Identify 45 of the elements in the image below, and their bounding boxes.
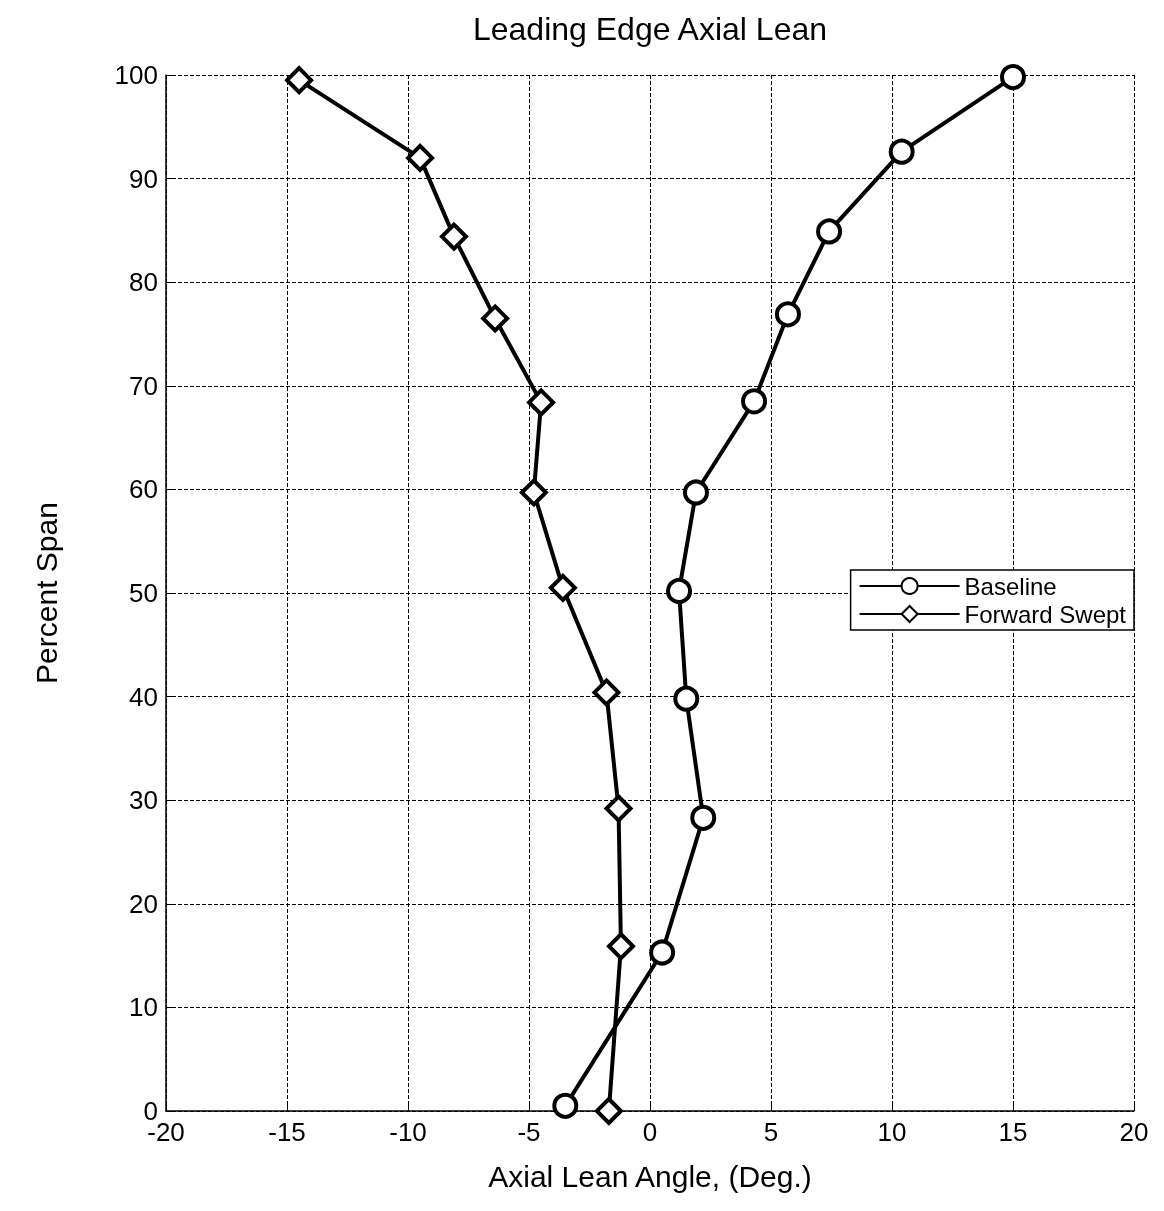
point	[481, 304, 510, 333]
point	[548, 573, 577, 602]
point	[1000, 64, 1026, 91]
point	[606, 932, 635, 961]
point	[527, 388, 556, 417]
y-axis-title: Percent Span	[29, 502, 63, 684]
legend-label: Baseline	[964, 572, 1057, 600]
x-tick-label: 5	[763, 1117, 779, 1147]
chart-title: Leading Edge Axial Lean	[472, 11, 828, 47]
y-tick-label: 50	[129, 578, 158, 608]
point	[519, 478, 548, 507]
y-tick-label: 90	[129, 163, 158, 194]
legend-label: Forward Swept	[964, 600, 1127, 628]
point	[406, 143, 435, 172]
x-tick-label: -5	[517, 1117, 541, 1147]
point	[888, 138, 915, 165]
y-tick-label: 60	[129, 474, 158, 505]
y-tick-label: 10	[129, 992, 158, 1023]
y-tick-label: 30	[129, 785, 158, 816]
y-tick-label: 100	[114, 60, 158, 90]
point	[774, 301, 801, 328]
x-tick-label: 20	[1119, 1117, 1149, 1147]
x-tick-label: -10	[389, 1117, 427, 1147]
y-tick-label: 80	[129, 267, 158, 298]
point	[683, 479, 709, 506]
x-tick-label: 0	[642, 1117, 658, 1147]
point	[673, 685, 700, 712]
point	[594, 1097, 623, 1125]
point	[649, 939, 676, 966]
point	[285, 66, 314, 95]
point	[592, 678, 621, 707]
y-tick-label: 70	[129, 370, 158, 401]
point	[666, 577, 693, 604]
y-tick-label: 20	[129, 888, 158, 919]
point	[604, 794, 633, 823]
point	[552, 1092, 579, 1119]
x-axis-title: Axial Lean Angle, (Deg.)	[488, 1159, 812, 1193]
y-tick-label: 40	[129, 681, 158, 712]
point	[741, 388, 768, 415]
x-tick-label: -15	[268, 1117, 306, 1147]
x-tick-label: 15	[998, 1117, 1028, 1147]
x-tick-label: 10	[877, 1117, 907, 1147]
point	[816, 218, 843, 245]
point	[439, 222, 468, 251]
point	[690, 804, 717, 831]
